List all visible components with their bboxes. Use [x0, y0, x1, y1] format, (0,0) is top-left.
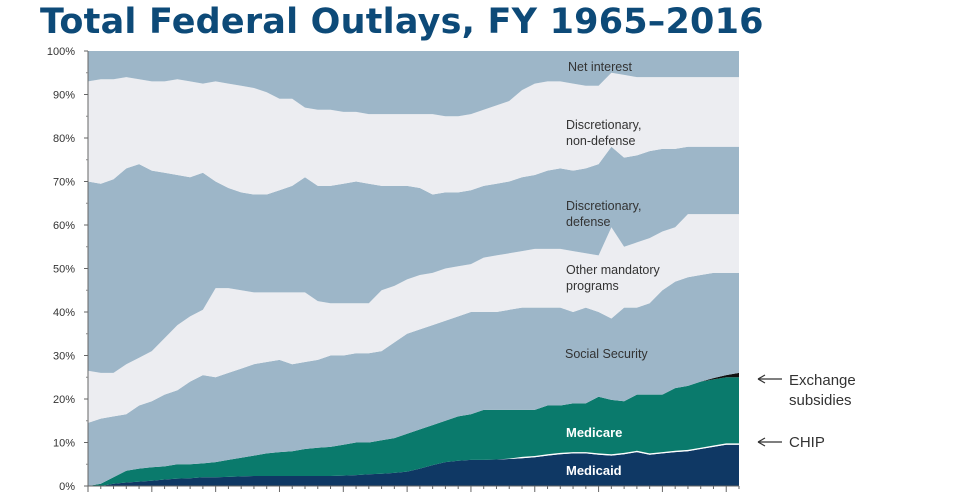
label-other-mandatory-1: Other mandatory: [566, 263, 661, 277]
chart-title: Total Federal Outlays, FY 1965–2016: [40, 2, 764, 42]
y-tick-label: 40%: [53, 307, 75, 319]
area-discretionary-non-defense: [88, 72, 739, 195]
area-discretionary-defense: [88, 146, 739, 373]
y-axis: 0% 10% 20% 30% 40% 50% 60% 70% 80% 90% 100%: [47, 46, 89, 493]
area-net-interest: [88, 51, 739, 117]
area-medicaid: [88, 444, 739, 486]
label-medicare: Medicare: [566, 425, 622, 440]
area-other-mandatory-programs: [88, 214, 739, 423]
exchange-callout-arrow: [757, 374, 782, 384]
area-social-security: [88, 272, 739, 486]
label-medicaid: Medicaid: [566, 463, 622, 478]
y-tick-label: 90%: [53, 90, 75, 102]
y-tick-label: 60%: [53, 220, 75, 232]
label-exchange-subsidies-1: Exchange: [789, 372, 856, 389]
chart-areas: [88, 51, 739, 486]
y-tick-label: 70%: [53, 177, 75, 189]
label-chip: CHIP: [789, 434, 825, 451]
label-exchange-subsidies-2: subsidies: [789, 392, 852, 409]
label-discretionary-nondefense-1: Discretionary,: [566, 118, 641, 132]
y-tick-label: 80%: [53, 133, 75, 145]
y-tick-label: 30%: [53, 351, 75, 363]
y-tick-label: 100%: [47, 46, 75, 58]
y-tick-label: 50%: [53, 264, 75, 276]
label-net-interest: Net interest: [568, 60, 632, 74]
y-tick-label: 20%: [53, 394, 75, 406]
label-discretionary-defense-2: defense: [566, 215, 611, 229]
chip-callout-arrow: [757, 437, 782, 447]
label-other-mandatory-2: programs: [566, 279, 619, 293]
area-medicare: [88, 377, 739, 486]
label-discretionary-nondefense-2: non-defense: [566, 134, 636, 148]
x-axis: [87, 485, 740, 492]
label-discretionary-defense-1: Discretionary,: [566, 199, 641, 213]
y-tick-label: 10%: [53, 438, 75, 450]
label-social-security: Social Security: [565, 347, 648, 361]
y-tick-label: 0%: [59, 481, 75, 493]
